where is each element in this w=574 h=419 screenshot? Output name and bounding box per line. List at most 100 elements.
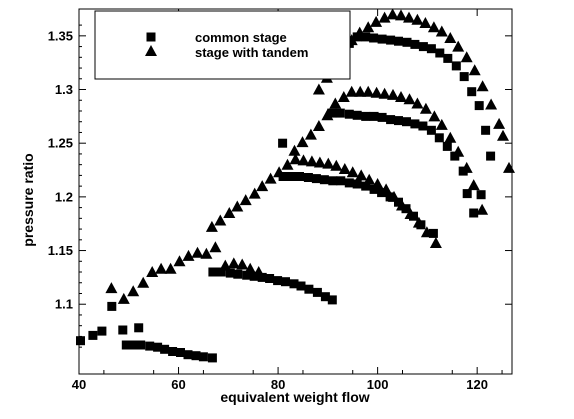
square-point: [467, 87, 477, 97]
triangle-point: [264, 172, 277, 184]
triangle-point: [239, 194, 252, 206]
triangle-point: [460, 51, 473, 63]
triangle-point: [355, 169, 368, 181]
square-point: [443, 53, 453, 63]
square-point: [303, 173, 313, 182]
square-point: [336, 176, 346, 186]
square-point: [207, 353, 217, 363]
square-point: [369, 111, 379, 121]
square-point: [328, 176, 338, 186]
triangle-point: [395, 91, 407, 102]
square-point: [386, 115, 396, 125]
square-point: [418, 42, 428, 52]
square-point: [153, 342, 163, 352]
triangle-point: [173, 255, 186, 267]
triangle-point: [396, 199, 408, 211]
triangle-point: [338, 163, 351, 174]
square-point: [160, 344, 170, 354]
triangle-point: [427, 21, 440, 33]
square-point: [474, 101, 484, 111]
triangle-point: [467, 179, 480, 191]
square-point: [386, 35, 396, 45]
triangle-point: [321, 109, 334, 121]
triangle-point: [428, 110, 441, 122]
triangle-point: [209, 241, 222, 253]
y-tick-label: 1.2: [55, 189, 73, 204]
triangle-point: [312, 83, 325, 95]
x-tick-label: 80: [271, 377, 285, 392]
triangle-point: [297, 154, 310, 166]
square-point: [225, 268, 235, 278]
square-point: [76, 336, 85, 346]
triangle-point: [304, 128, 317, 140]
square-point: [426, 44, 436, 54]
triangle-point: [419, 102, 432, 114]
triangle-point: [452, 40, 465, 52]
square-point: [361, 32, 371, 42]
x-axis-label: equivalent weight flow: [220, 389, 369, 405]
y-tick-label: 1.3: [55, 82, 73, 97]
square-point: [183, 350, 193, 360]
triangle-point: [205, 220, 218, 232]
triangle-point: [370, 15, 383, 27]
square-point: [486, 151, 496, 161]
square-point: [459, 72, 469, 82]
triangle-point: [370, 86, 383, 98]
square-point: [198, 352, 208, 362]
triangle-point: [127, 285, 140, 297]
triangle-point: [214, 214, 227, 226]
triangle-point: [244, 262, 257, 274]
square-point: [402, 37, 412, 47]
triangle-point: [411, 13, 424, 25]
triangle-point: [395, 9, 407, 21]
triangle-point: [460, 161, 473, 173]
triangle-point: [288, 144, 301, 156]
square-point: [469, 208, 479, 218]
triangle-point: [182, 249, 195, 261]
triangle-point: [362, 85, 375, 97]
legend-box: [94, 10, 351, 80]
triangle-point: [493, 117, 506, 129]
square-point: [289, 279, 299, 289]
triangle-point: [313, 156, 326, 168]
triangle-point: [346, 166, 359, 178]
triangle-point: [353, 26, 366, 38]
triangle-point: [411, 97, 424, 109]
triangle-point: [227, 257, 240, 269]
square-point: [319, 175, 329, 185]
square-point: [369, 184, 379, 194]
triangle-point: [329, 97, 342, 109]
triangle-point: [362, 21, 375, 33]
triangle-point: [497, 129, 509, 141]
triangle-point: [404, 208, 417, 219]
square-point: [434, 133, 444, 143]
triangle-point: [403, 93, 416, 105]
triangle-point: [289, 153, 302, 165]
square-point: [369, 33, 379, 43]
triangle-point: [429, 237, 442, 248]
square-point: [273, 276, 283, 286]
triangle-point: [503, 161, 515, 173]
y-tick-label: 1.15: [48, 243, 73, 258]
triangle-point: [444, 131, 457, 143]
square-point: [304, 284, 314, 294]
legend-label-stage-with-tandem: stage with tandem: [195, 45, 308, 60]
triangle-point: [281, 158, 294, 170]
square-point: [410, 119, 420, 129]
square-point: [361, 181, 371, 191]
square-point: [136, 340, 146, 350]
data-layer: [76, 8, 515, 363]
triangle-point: [231, 200, 244, 212]
triangle-point: [330, 159, 343, 171]
triangle-point: [435, 25, 448, 37]
triangle-point: [252, 266, 265, 277]
triangle-point: [248, 187, 261, 199]
square-point: [418, 121, 428, 131]
triangle-point: [105, 282, 118, 294]
triangle-point: [256, 180, 269, 192]
triangle-point: [476, 203, 489, 215]
triangle-point: [435, 118, 448, 130]
square-point: [344, 178, 354, 188]
square-point: [121, 340, 131, 350]
